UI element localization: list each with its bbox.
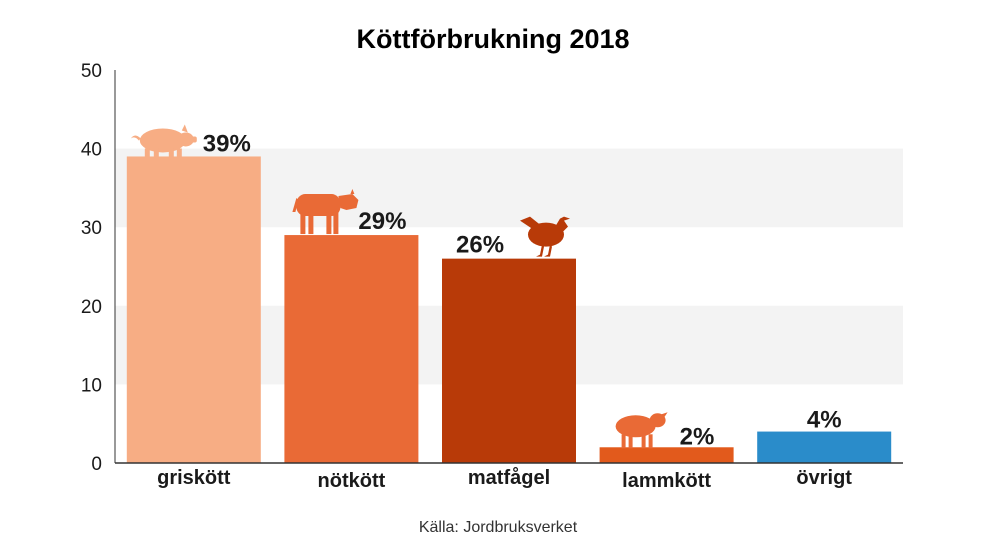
y-tick-label: 50 <box>81 61 102 82</box>
y-tick-label: 30 <box>81 218 102 239</box>
chart-title: Köttförbrukning 2018 <box>356 24 629 54</box>
bar-matfågel <box>442 258 576 463</box>
data-label: 2% <box>680 423 715 450</box>
y-axis-ticks: 0 10 20 30 40 50 <box>81 61 102 475</box>
data-label: 29% <box>358 208 406 235</box>
y-tick-label: 40 <box>81 140 102 161</box>
data-labels: 39% 29% 26% 2% 4% <box>203 130 842 450</box>
chicken-icon <box>520 216 570 257</box>
bar-griskött <box>126 156 261 463</box>
y-tick-label: 10 <box>81 375 102 396</box>
category-label: griskött <box>157 467 231 489</box>
cow-icon <box>292 189 359 235</box>
y-tick-label: 20 <box>81 297 102 318</box>
bar-lammkött <box>599 447 734 463</box>
sheep-icon <box>615 412 668 449</box>
animal-icons <box>130 124 668 449</box>
bar-nötkött <box>284 235 419 463</box>
category-label: lammkött <box>622 470 711 492</box>
category-labels: griskött nötkött matfågel lammkött övrigt <box>157 466 852 492</box>
bar-övrigt <box>757 431 892 463</box>
bars <box>126 156 892 463</box>
y-tick-label: 0 <box>91 454 102 475</box>
source-note: Källa: Jordbruksverket <box>419 519 578 536</box>
category-label: övrigt <box>796 467 852 489</box>
category-label: nötkött <box>318 470 386 492</box>
category-label: matfågel <box>468 466 550 489</box>
data-label: 26% <box>456 232 504 259</box>
data-label: 39% <box>203 130 251 157</box>
data-label: 4% <box>807 407 842 434</box>
pig-icon <box>130 124 197 159</box>
